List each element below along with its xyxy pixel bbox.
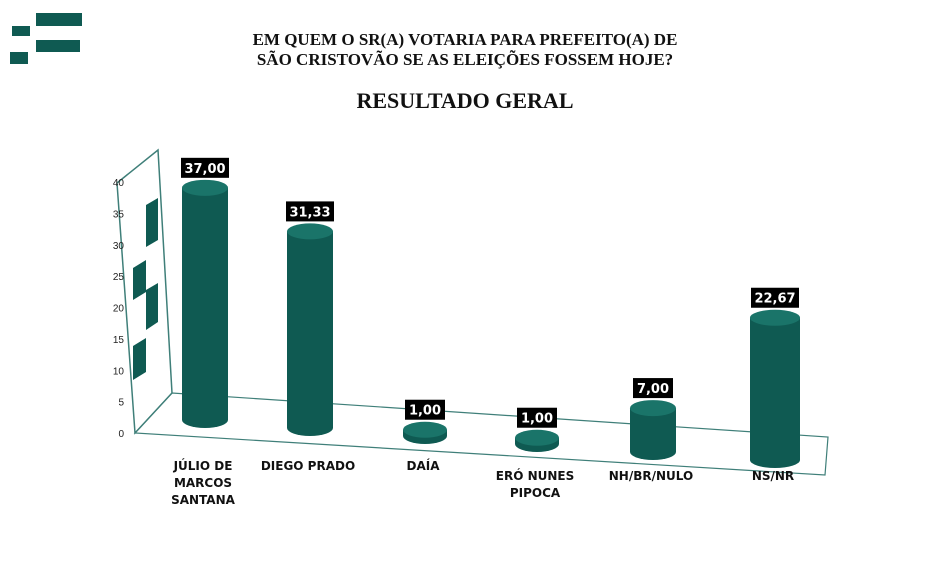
bar-top [403, 421, 447, 438]
y-tick-label: 0 [118, 429, 124, 440]
bar [182, 187, 228, 428]
bar-group: 22,67 NS/NR [750, 287, 800, 483]
data-label: 1,00 [521, 412, 553, 427]
data-label-bg [751, 287, 799, 308]
data-label-bg [405, 399, 445, 420]
bar-top [287, 223, 333, 240]
y-tick-label: 35 [113, 209, 125, 220]
data-label-bg [181, 157, 229, 178]
category-label: MARCOS [174, 476, 232, 490]
question-line-2: SÃO CRISTOVÃO SE AS ELEIÇÕES FOSSEM HOJE… [256, 50, 674, 69]
category-label: JÚLIO DE [173, 458, 233, 473]
y-tick-label: 25 [113, 272, 125, 283]
bar [287, 231, 333, 436]
bar-group: 1,00 DAÍA [403, 399, 447, 473]
question-line-1: EM QUEM O SR(A) VOTARIA PARA PREFEITO(A)… [252, 30, 678, 49]
category-label: PIPOCA [510, 486, 561, 500]
wall-logo-mark [133, 198, 158, 300]
bar-top [630, 400, 676, 417]
category-label: SANTANA [171, 493, 236, 507]
bar [630, 408, 676, 460]
bar-top [515, 429, 559, 446]
y-tick-label: 5 [118, 398, 124, 409]
y-tick-label: 40 [113, 178, 125, 189]
category-label: ERÓ NUNES [496, 468, 575, 483]
y-tick-label: 10 [113, 366, 125, 377]
y-tick-label: 20 [113, 304, 125, 315]
y-tick-label: 15 [113, 335, 125, 346]
bar [750, 317, 800, 468]
category-label: NH/BR/NULO [609, 469, 693, 483]
bar-group: 7,00 NH/BR/NULO [609, 378, 693, 483]
data-label: 7,00 [637, 382, 669, 397]
wall-logo-mark [133, 283, 158, 380]
data-label: 22,67 [754, 292, 795, 307]
data-label: 31,33 [289, 205, 330, 220]
bar-top [182, 179, 228, 196]
data-label-bg [286, 201, 334, 222]
category-label: DAÍA [407, 458, 441, 473]
logo-icon [10, 13, 82, 64]
data-label-bg [633, 378, 673, 399]
data-label: 37,00 [184, 162, 225, 177]
category-label: DIEGO PRADO [261, 459, 355, 473]
data-label: 1,00 [409, 404, 441, 419]
bar-top [750, 309, 800, 326]
y-tick-label: 30 [113, 241, 125, 252]
category-label: NS/NR [752, 469, 794, 483]
bar-group: 31,33 DIEGO PRADO [261, 201, 355, 473]
chart-question: EM QUEM O SR(A) VOTARIA PARA PREFEITO(A)… [0, 30, 930, 70]
bar-group: 37,00 JÚLIO DE MARCOS SANTANA [171, 157, 236, 507]
data-label-bg [517, 407, 557, 428]
bar-group: 1,00 ERÓ NUNES PIPOCA [496, 407, 575, 500]
floor-plane [133, 392, 829, 476]
chart-title: RESULTADO GERAL [356, 88, 574, 113]
